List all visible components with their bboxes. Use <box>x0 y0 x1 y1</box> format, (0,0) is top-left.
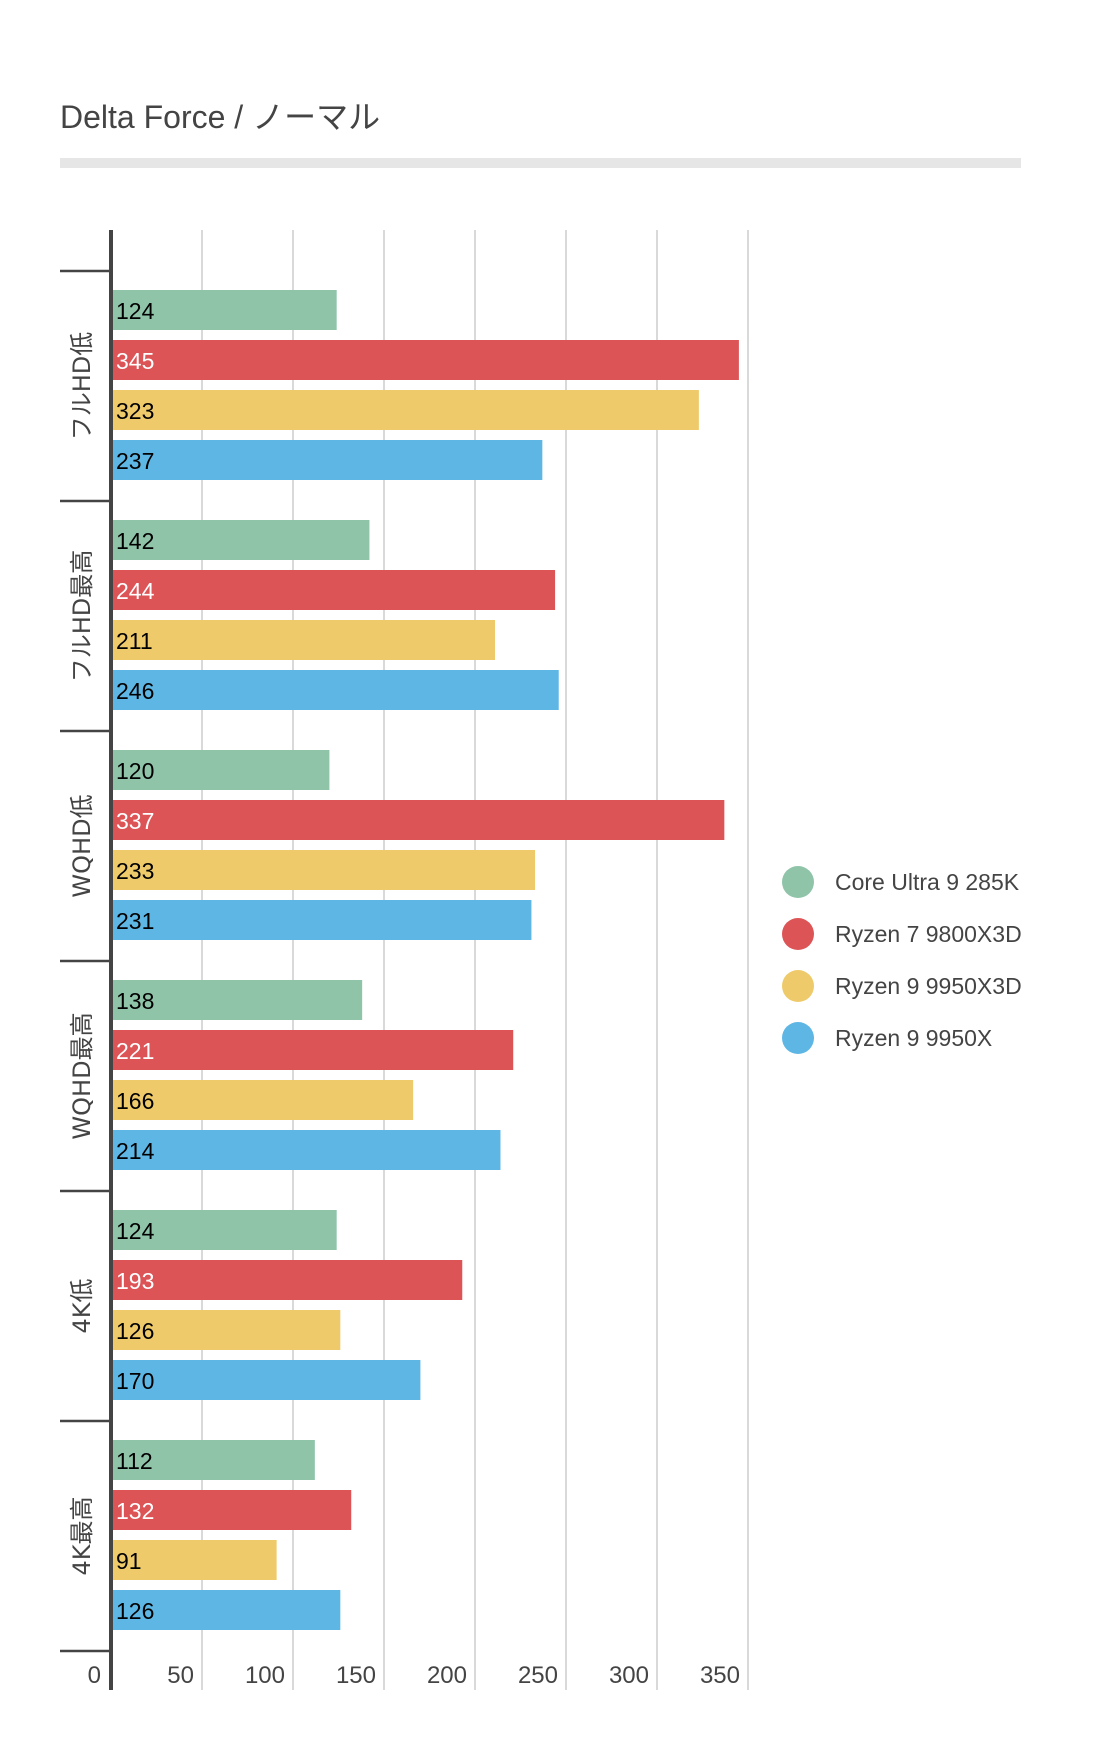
data-label: 124 <box>116 298 155 324</box>
legend-swatch-icon <box>782 1022 814 1054</box>
bar <box>111 1540 277 1580</box>
x-tick-label: 100 <box>245 1662 285 1689</box>
data-label: 142 <box>116 528 154 554</box>
data-label: 211 <box>116 628 153 654</box>
data-label: 126 <box>116 1318 154 1344</box>
bar <box>111 800 725 840</box>
legend-swatch-icon <box>782 866 814 898</box>
category-label: フルHD最高 <box>68 550 96 683</box>
data-label: 244 <box>116 578 155 604</box>
data-label: 138 <box>116 988 154 1014</box>
bars: 124 345 323 237 142 244 211 246 120 337 233 231 138 2… <box>111 290 739 1630</box>
data-label: 214 <box>116 1138 155 1164</box>
category-label: フルHD低 <box>68 332 96 441</box>
bar <box>111 900 532 940</box>
bar <box>111 850 536 890</box>
data-label: 233 <box>116 858 154 884</box>
bar <box>111 1210 337 1250</box>
bar <box>111 1030 514 1070</box>
data-label: 120 <box>116 758 154 784</box>
bar <box>111 390 699 430</box>
legend-label: Ryzen 9 9950X3D <box>835 973 1022 999</box>
x-tick-label: 50 <box>167 1662 194 1689</box>
title-divider <box>60 158 1021 168</box>
x-tick-label: 300 <box>609 1662 649 1689</box>
bar <box>111 1310 341 1350</box>
bar <box>111 1080 414 1120</box>
category-label: 4K最高 <box>68 1496 96 1575</box>
bar <box>111 1440 315 1480</box>
data-label: 112 <box>116 1448 153 1474</box>
legend-swatch-icon <box>782 970 814 1002</box>
legend-label: Core Ultra 9 285K <box>835 869 1020 895</box>
data-label: 193 <box>116 1268 154 1294</box>
legend-swatch-icon <box>782 918 814 950</box>
category-label: WQHD最高 <box>68 1012 96 1139</box>
bar <box>111 750 330 790</box>
x-tick-label: 150 <box>336 1662 376 1689</box>
data-label: 170 <box>116 1368 154 1394</box>
bar <box>111 670 559 710</box>
legend-label: Ryzen 9 9950X <box>835 1025 992 1051</box>
bar <box>111 1590 341 1630</box>
data-label: 221 <box>116 1038 154 1064</box>
chart-title: Delta Force / ノーマル <box>60 99 381 135</box>
data-label: 166 <box>116 1088 154 1114</box>
bar <box>111 290 337 330</box>
category-label: 4K低 <box>68 1278 96 1333</box>
data-label: 323 <box>116 398 154 424</box>
x-tick-label: 350 <box>700 1662 740 1689</box>
data-label: 126 <box>116 1598 154 1624</box>
data-label: 231 <box>116 908 154 934</box>
bar <box>111 340 739 380</box>
data-label: 345 <box>116 348 154 374</box>
data-label: 124 <box>116 1218 155 1244</box>
x-tick-label: 250 <box>518 1662 558 1689</box>
bar <box>111 1130 501 1170</box>
bar <box>111 620 496 660</box>
legend-label: Ryzen 7 9800X3D <box>835 921 1022 947</box>
x-tick-label: 200 <box>427 1662 467 1689</box>
bar <box>111 520 370 560</box>
bar <box>111 980 363 1020</box>
data-label: 337 <box>116 808 154 834</box>
bar <box>111 1360 421 1400</box>
data-label: 132 <box>116 1498 154 1524</box>
data-label: 246 <box>116 678 154 704</box>
bar <box>111 1260 463 1300</box>
bar <box>111 1490 352 1530</box>
data-label: 237 <box>116 448 154 474</box>
bar <box>111 440 543 480</box>
legend: Core Ultra 9 285K Ryzen 7 9800X3D Ryzen 9 … <box>782 866 1022 1054</box>
data-label: 91 <box>116 1548 142 1574</box>
bar <box>111 570 556 610</box>
x-tick-label: 0 <box>88 1662 101 1689</box>
category-label: WQHD低 <box>68 794 96 897</box>
